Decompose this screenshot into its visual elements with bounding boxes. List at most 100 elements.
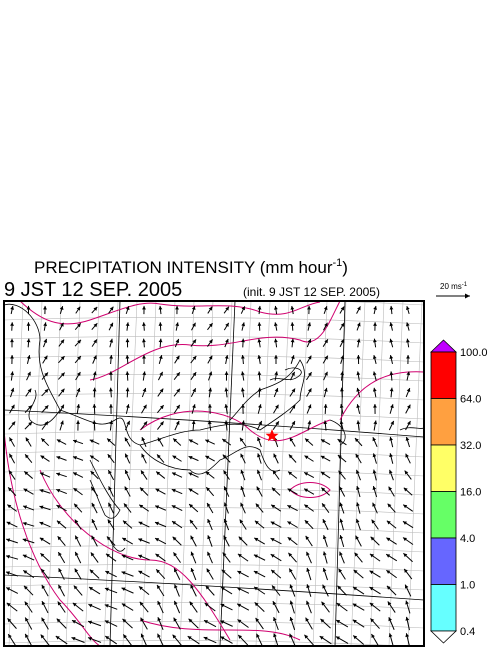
wind-vector-head [257,355,261,359]
wind-vector-head [373,404,377,408]
parallel [4,410,424,437]
colorbar-bin [431,492,456,539]
wind-vector-head [356,371,360,375]
wind-vector-head [126,371,130,375]
wind-vector-head [7,505,11,509]
colorbar-bin [431,399,456,446]
grid-line [4,564,424,571]
wind-vector-head [257,371,261,375]
wind-vector-head [109,404,113,408]
colorbar-bin [431,538,456,585]
grid-line [4,450,424,457]
colorbar: 100.064.032.016.04.01.00.4 [431,340,488,643]
grid-line [313,301,327,646]
wind-vector-head [406,355,410,359]
colorbar-over [431,340,456,352]
wind-vector-head [389,371,393,375]
wind-vector-head [307,322,311,326]
meridian [110,301,120,646]
wind-vector-head [159,322,163,326]
wind-vector-head [27,339,31,343]
wind-vector-head [142,306,146,310]
wind-vector-head [356,486,360,490]
wind-vector-head [142,339,146,343]
colorbar-label: 32.0 [460,440,481,452]
map [0,298,479,650]
colorbar-under [431,631,456,643]
wind-vector-head [27,322,31,326]
wind-vector-head [291,339,295,343]
grid-line [4,469,424,476]
wind-vector-head [307,421,311,425]
wind-vector-head [241,322,245,326]
wind-vector-head [356,388,360,392]
wind-vector-head [192,420,196,424]
vector-scale-label: 20 ms-1 [440,282,468,291]
wind-vector-head [304,505,308,509]
vector-scale-exponent: -1 [462,282,468,288]
wind-vector-head [258,322,262,326]
wind-vector-head [10,306,14,310]
grid-line [4,507,424,514]
wind-vector-head [142,322,146,326]
colorbar-label: 64.0 [460,394,481,406]
grid-line [28,301,42,646]
title-close: ) [342,258,348,277]
title-text: PRECIPITATION INTENSITY (mm hour [34,258,333,277]
wind-vector-head [389,322,393,326]
grid-line [104,301,118,646]
wind-vector-head [405,617,409,621]
title: PRECIPITATION INTENSITY (mm hour-1) [34,257,348,277]
grid-line [237,301,251,646]
wind-vector-head [373,470,377,474]
grid-line [4,526,424,533]
grid-line [4,317,424,324]
wind-vector-head [175,322,179,326]
colorbar-bin [431,445,456,492]
init-time: (init. 9 JST 12 SEP. 2005) [243,285,380,299]
wind-vector-head [390,388,394,392]
wind-vector-head [373,355,377,359]
wind-vector-head [357,355,361,359]
colorbar-label: 16.0 [460,487,481,499]
wind-vector-head [126,388,130,392]
wind-vector-head [91,552,95,556]
colorbar-label: 4.0 [460,533,475,545]
grid-line [66,301,80,646]
grid-line [4,488,424,495]
colorbar-bin [431,585,456,632]
valid-time: 9 JST 12 SEP. 2005 [4,279,182,301]
parallel [4,575,424,600]
wind-vector-head [373,306,377,310]
wind-vector-head [93,388,97,392]
grid-line [4,374,424,381]
title-exponent: -1 [332,257,342,269]
wind-vector-head [192,339,196,343]
wind-vector-head [225,371,229,375]
wind-vector-head [274,371,278,375]
grid-line [4,355,424,362]
wind-vector-head [175,306,179,310]
grid-line [4,336,424,343]
vector-scale-head [465,294,470,299]
grid-line [275,301,289,646]
wind-vector-head [258,404,262,408]
vector-scale-text: 20 ms [440,282,462,291]
wind-vector-head [356,404,360,408]
wind-vector-head [373,420,377,424]
wind-vector-head [274,322,278,326]
wind-vector-head [209,339,213,343]
wind-vector-head [10,355,14,359]
wind-vector-head [324,404,328,408]
wind-vector-head [258,306,262,310]
wind-vector-head [43,306,47,310]
wind-vector-head [222,439,226,443]
colorbar-label: 0.4 [460,626,475,638]
wind-vector-head [126,339,130,343]
colorbar-label: 100.0 [460,347,488,359]
meridian [220,301,235,646]
wind-vector-head [291,306,295,310]
wind-vector-head [373,322,377,326]
